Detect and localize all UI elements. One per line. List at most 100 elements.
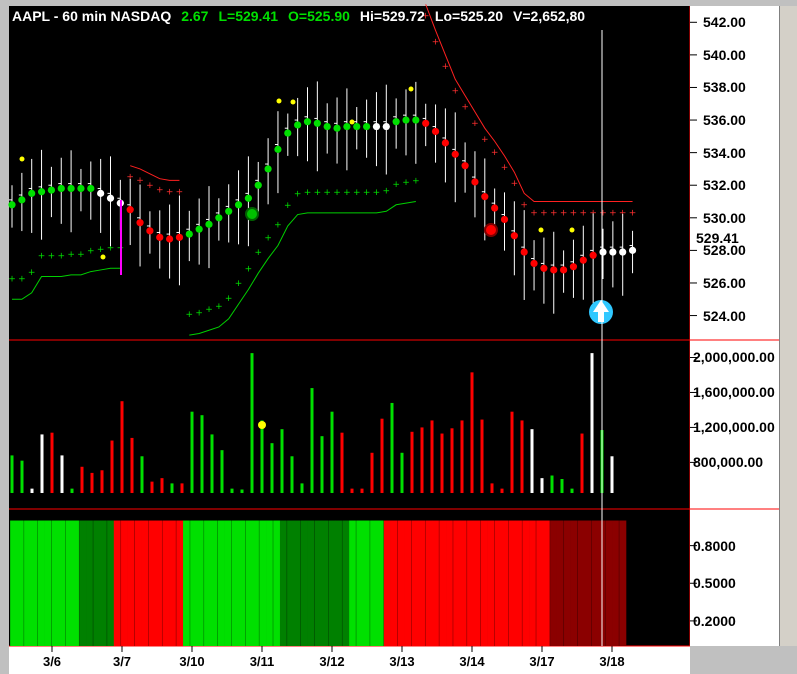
- indicator-cell: [238, 520, 246, 646]
- indicator-cell: [473, 520, 481, 646]
- volume-bar: [480, 419, 484, 493]
- close-dot: [353, 122, 361, 131]
- indicator-cell: [549, 520, 558, 646]
- close-dot: [481, 193, 489, 201]
- indicator-cell: [397, 520, 405, 646]
- indicator-cell: [570, 520, 578, 646]
- chart-header: AAPL - 60 min NASDAQ 2.67 L=529.41 O=525.90…: [12, 8, 595, 24]
- lower-band-mark: +: [235, 279, 243, 289]
- close-dot: [471, 178, 479, 186]
- close-dot: [185, 230, 193, 238]
- indicator-cell: [86, 520, 94, 646]
- upper-band-mark: +: [166, 187, 174, 197]
- volume-bar: [400, 452, 404, 493]
- indicator-cell: [418, 520, 426, 646]
- indicator-cell: [58, 520, 66, 646]
- indicator-cell: [446, 520, 454, 646]
- price-tick-label: 524.00: [703, 307, 746, 324]
- volume-bar: [130, 437, 134, 493]
- volume-bar: [360, 488, 364, 493]
- lower-band-mark: +: [77, 250, 85, 260]
- volume-tick-label: 1,600,000.00: [693, 384, 775, 401]
- indicator-cell: [307, 520, 315, 646]
- close-dot: [264, 165, 272, 173]
- indicator-cell: [65, 520, 73, 646]
- close-dot: [422, 119, 430, 127]
- indicator-cell: [120, 520, 128, 646]
- indicator-tick-label: 0.8000: [693, 537, 736, 554]
- indicator-cell: [321, 520, 329, 646]
- price-tick-label: 540.00: [703, 46, 746, 63]
- indicator-cell: [51, 520, 59, 646]
- volume-bar: [260, 420, 264, 493]
- upper-band-mark: +: [481, 135, 489, 145]
- lower-band-mark: +: [333, 188, 341, 198]
- indicator-scrollbar[interactable]: [779, 509, 797, 646]
- close-dot: [372, 122, 381, 131]
- close-dot: [619, 248, 627, 256]
- x-axis: [51, 646, 613, 652]
- close-dot: [520, 248, 528, 256]
- buy-signal-marker: [245, 207, 259, 221]
- indicator-cell: [23, 520, 32, 646]
- close-dot: [599, 248, 607, 256]
- volume-bar: [320, 436, 324, 493]
- volume-bar: [40, 434, 44, 493]
- indicator-cell: [383, 520, 391, 646]
- lower-band-mark: +: [245, 264, 253, 274]
- close-dot: [254, 181, 262, 189]
- indicator-cell: [141, 520, 149, 646]
- extreme-dot: [100, 254, 106, 260]
- lower-band-mark: +: [97, 245, 105, 255]
- lower-band-mark: +: [87, 247, 95, 257]
- volume-bar: [250, 353, 254, 493]
- close-dot: [284, 129, 292, 137]
- lower-band-mark: +: [383, 186, 391, 196]
- x-tick-label: 3/17: [529, 654, 555, 669]
- close-dot: [166, 235, 174, 243]
- close-dot: [97, 189, 105, 197]
- volume-bar: [230, 488, 234, 493]
- lower-band-mark: +: [314, 188, 322, 198]
- indicator-cell: [266, 520, 274, 646]
- volume-bar: [90, 472, 94, 493]
- volume-scrollbar[interactable]: [779, 340, 797, 509]
- close-dot: [550, 266, 558, 274]
- indicator-cell: [79, 520, 87, 646]
- price-scrollbar[interactable]: [779, 6, 797, 340]
- indicator-cell: [452, 520, 461, 646]
- indicator-cell: [134, 520, 142, 646]
- close-dot: [215, 214, 223, 222]
- close-dot: [234, 201, 243, 209]
- indicator-cell: [273, 520, 281, 646]
- volume-bar: [560, 479, 564, 493]
- close-dot: [628, 246, 637, 254]
- indicator-cell: [162, 520, 170, 646]
- indicator-cell: [203, 520, 212, 646]
- close-dot: [500, 215, 509, 224]
- volume-pane: [10, 353, 614, 493]
- lower-band-mark: +: [343, 188, 351, 198]
- price-pane: + + + + + +++++++++++++ + + + + + + + + ++ +++ + + + + + + ++ +…: [8, 4, 637, 336]
- x-tick-label: 3/14: [459, 654, 485, 669]
- price-tick-label: 528.00: [703, 242, 746, 259]
- volume-bar: [120, 401, 124, 493]
- x-tick-label: 3/12: [319, 654, 345, 669]
- close-dot: [146, 227, 154, 235]
- volume-bar: [450, 428, 454, 493]
- x-tick-label: 3/6: [42, 654, 62, 669]
- lower-band-mark: +: [363, 188, 371, 198]
- close-dot: [87, 184, 95, 193]
- close-dot: [579, 256, 587, 264]
- indicator-cell: [466, 520, 475, 646]
- indicator-cell: [328, 520, 336, 646]
- indicator-cell: [169, 520, 177, 646]
- indicator-cell: [349, 520, 357, 646]
- indicator-cell: [356, 520, 364, 646]
- x-tick-label: 3/18: [599, 654, 625, 669]
- volume-bar: [520, 420, 524, 493]
- volume-bar: [150, 481, 154, 493]
- lower-band-mark: +: [254, 248, 262, 258]
